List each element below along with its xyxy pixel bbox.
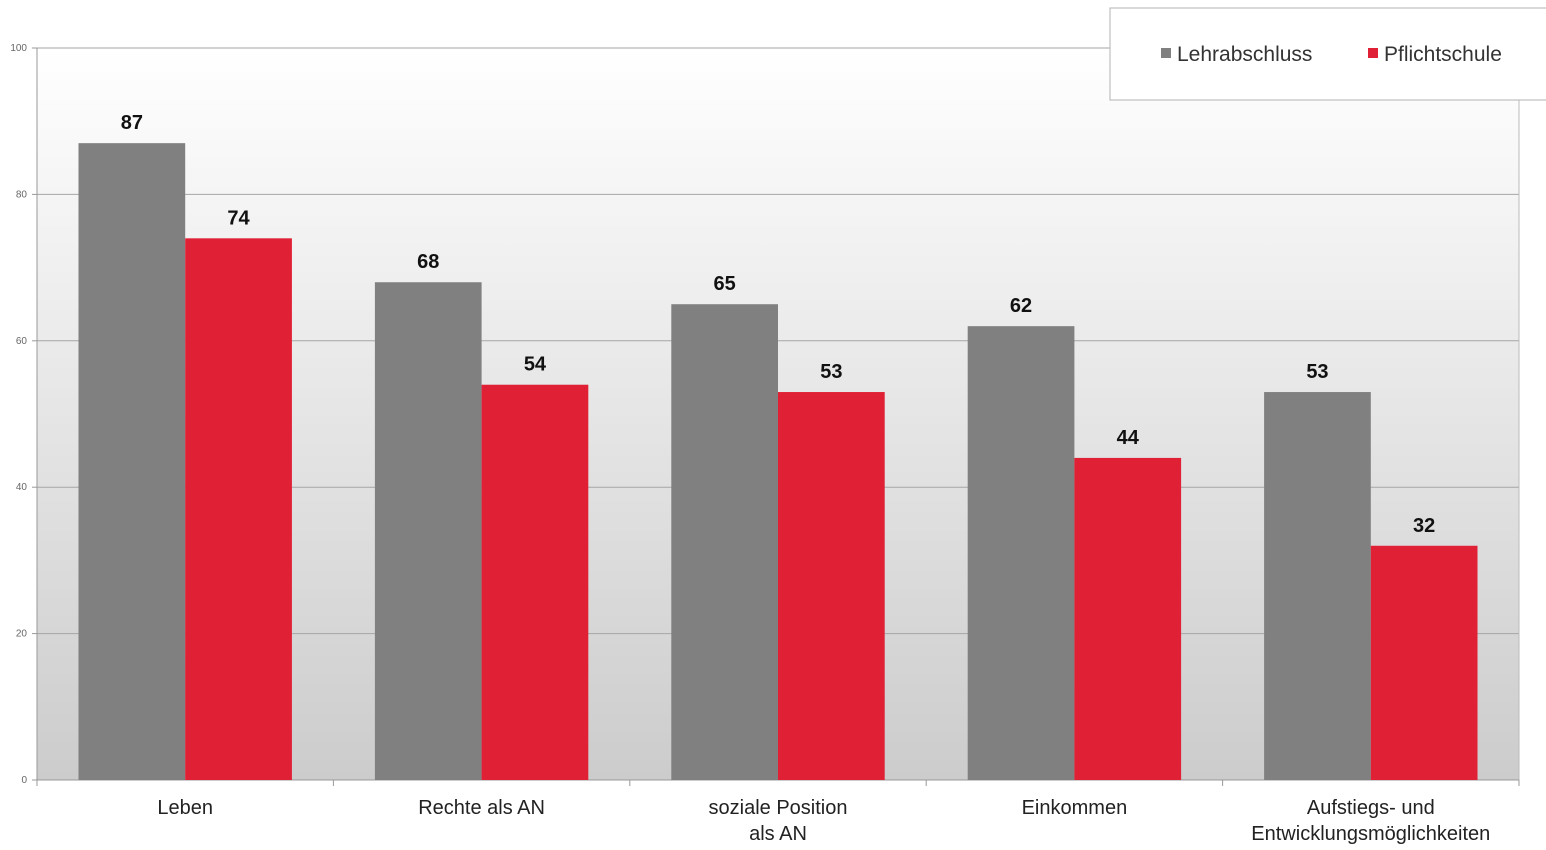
data-label: 44: [1117, 427, 1140, 449]
data-label: 65: [714, 273, 736, 295]
y-tick-label: 20: [16, 629, 28, 640]
y-tick-label: 80: [16, 189, 28, 200]
x-category-label: Einkommen: [1022, 797, 1128, 819]
y-tick-label: 0: [21, 775, 27, 786]
legend-swatch-lehrabschluss: [1161, 48, 1171, 58]
y-tick-label: 40: [16, 482, 28, 493]
x-category-label: Leben: [157, 797, 213, 819]
bar-lehrabschluss: [78, 143, 186, 780]
bar-lehrabschluss: [1264, 392, 1371, 780]
data-label: 54: [524, 354, 547, 376]
legend-box: [1109, 7, 1546, 101]
bar-pflichtschule: [778, 392, 885, 780]
legend: Lehrabschluss Pflichtschule: [1109, 7, 1546, 101]
data-label: 62: [1010, 295, 1032, 317]
data-label: 68: [417, 251, 439, 273]
x-category-label: Entwicklungsmöglichkeiten: [1251, 823, 1490, 845]
y-tick-label: 100: [10, 43, 27, 54]
x-category-label: soziale Position: [709, 797, 848, 819]
bar-pflichtschule: [481, 384, 589, 780]
x-category-label: als AN: [749, 823, 807, 845]
x-category-label: Rechte als AN: [418, 797, 545, 819]
bar-pflichtschule: [1370, 545, 1478, 780]
data-label: 74: [227, 207, 250, 229]
y-tick-label: 60: [16, 336, 28, 347]
x-category-label: Aufstiegs- und: [1307, 797, 1435, 819]
bar-lehrabschluss: [671, 304, 778, 780]
data-label: 87: [121, 112, 143, 134]
bar-lehrabschluss: [967, 326, 1075, 780]
bar-lehrabschluss: [374, 282, 482, 780]
legend-swatch-pflichtschule: [1368, 48, 1378, 58]
bar-pflichtschule: [1074, 457, 1182, 780]
plot-area: 0 20 40 60 80 100 87 74 Leben 68 54 Rechte als AN 65…: [10, 43, 1520, 845]
data-label: 32: [1413, 515, 1435, 537]
legend-label-lehrabschluss: Lehrabschluss: [1177, 43, 1312, 66]
legend-label-pflichtschule: Pflichtschule: [1384, 43, 1502, 66]
bar-pflichtschule: [185, 238, 292, 780]
data-label: 53: [820, 361, 842, 383]
data-label: 53: [1306, 361, 1328, 383]
